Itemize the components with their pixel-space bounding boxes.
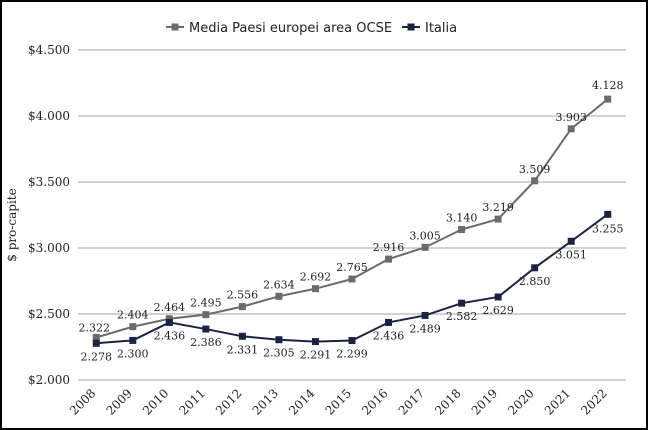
data-label-oecd: 2.404 [117, 309, 149, 322]
x-tick-label: 2014 [286, 386, 318, 418]
x-tick-label: 2008 [67, 386, 98, 417]
data-point-italia [531, 264, 539, 272]
data-point-oecd [202, 311, 210, 319]
data-label-italia: 2.489 [409, 322, 441, 335]
data-label-italia: 2.436 [373, 329, 405, 342]
data-label-italia: 2.436 [154, 329, 186, 342]
data-label-italia: 2.629 [482, 304, 514, 317]
x-tick-label: 2013 [250, 386, 281, 417]
data-point-italia [421, 311, 429, 319]
data-label-oecd: 3.005 [409, 229, 441, 242]
x-tick-label: 2019 [469, 386, 500, 417]
x-tick-label: 2016 [359, 386, 390, 417]
data-point-italia [129, 336, 137, 344]
data-point-italia [458, 299, 466, 307]
data-label-italia: 2.305 [263, 347, 295, 360]
gridlines [78, 49, 626, 381]
data-point-oecd [385, 255, 393, 263]
y-tick-label: $2.500 [28, 307, 70, 321]
data-point-italia [385, 318, 393, 326]
data-label-oecd: 3.509 [519, 163, 551, 176]
series-layer: 2.322 2.404 2.464 2.495 2.556 2.634 2.692 2.765… [79, 79, 624, 363]
data-label-italia: 2.331 [227, 343, 259, 356]
data-label-oecd: 2.634 [263, 278, 295, 291]
y-axis-ticks: $2.000 $2.500 $3.000 $3.500 $4.000 $4.500 [28, 43, 70, 387]
data-point-italia [311, 338, 319, 346]
data-label-italia: 3.255 [592, 222, 624, 235]
data-label-oecd: 2.464 [154, 301, 186, 314]
legend: Media Paesi europei area OCSE Italia [166, 21, 457, 36]
data-label-italia: 2.299 [336, 348, 368, 361]
legend-label-oecd: Media Paesi europei area OCSE [189, 21, 392, 36]
data-label-oecd: 4.128 [592, 79, 624, 92]
data-point-oecd [421, 243, 429, 251]
x-tick-label: 2022 [578, 386, 609, 417]
data-point-italia [165, 318, 173, 326]
x-tick-label: 2020 [505, 386, 536, 417]
data-label-oecd: 2.916 [373, 241, 405, 254]
data-point-oecd [604, 95, 612, 103]
x-tick-label: 2009 [103, 386, 134, 417]
y-axis-label: $ pro-capite [5, 188, 19, 261]
x-tick-label: 2010 [140, 386, 171, 417]
data-point-oecd [311, 285, 319, 293]
data-label-oecd: 2.692 [300, 271, 332, 284]
data-point-oecd [275, 292, 283, 300]
data-point-italia [202, 325, 210, 333]
data-point-italia [92, 339, 100, 347]
data-label-italia: 2.278 [81, 350, 113, 363]
data-point-italia [348, 337, 356, 345]
data-label-oecd: 2.495 [190, 297, 222, 310]
legend-label-italia: Italia [425, 21, 457, 36]
data-label-oecd: 3.903 [555, 111, 587, 124]
data-point-italia [494, 293, 502, 301]
data-label-italia: 2.386 [190, 336, 222, 349]
data-label-oecd: 2.322 [79, 321, 111, 334]
data-point-oecd [531, 177, 539, 185]
data-point-oecd [458, 226, 466, 234]
data-label-oecd: 2.765 [336, 261, 368, 274]
x-tick-label: 2015 [323, 386, 354, 417]
data-label-italia: 3.051 [555, 248, 587, 261]
x-tick-label: 2018 [432, 386, 463, 417]
data-point-oecd [129, 323, 137, 331]
x-axis-ticks: 2008 2009 2010 2011 2012 2013 2014 2015 2016 2017… [67, 386, 610, 418]
data-point-italia [275, 336, 283, 344]
data-point-oecd [348, 275, 356, 283]
y-tick-label: $4.500 [28, 43, 70, 57]
data-label-oecd: 2.556 [227, 289, 259, 302]
x-tick-label: 2011 [176, 386, 207, 417]
data-point-oecd [567, 125, 575, 133]
y-tick-label: $2.000 [28, 373, 70, 387]
y-tick-label: $3.500 [28, 175, 70, 189]
data-label-italia: 2.582 [446, 310, 478, 323]
data-point-italia [238, 332, 246, 340]
data-point-oecd [165, 315, 173, 323]
x-tick-label: 2012 [213, 386, 244, 417]
data-label-oecd: 3.219 [482, 201, 514, 214]
legend-marker-italia [407, 23, 415, 31]
y-tick-label: $4.000 [28, 109, 70, 123]
legend-marker-oecd [171, 23, 179, 31]
data-point-italia [604, 210, 612, 218]
data-label-italia: 2.300 [117, 347, 149, 360]
data-label-italia: 2.850 [519, 275, 551, 288]
x-tick-label: 2021 [542, 386, 573, 417]
data-label-oecd: 3.140 [446, 212, 478, 225]
data-point-oecd [92, 333, 100, 341]
x-tick-label: 2017 [396, 386, 427, 417]
data-label-italia: 2.291 [300, 349, 332, 362]
y-tick-label: $3.000 [28, 241, 70, 255]
data-point-oecd [494, 215, 502, 223]
data-point-oecd [238, 303, 246, 311]
data-point-italia [567, 237, 575, 245]
